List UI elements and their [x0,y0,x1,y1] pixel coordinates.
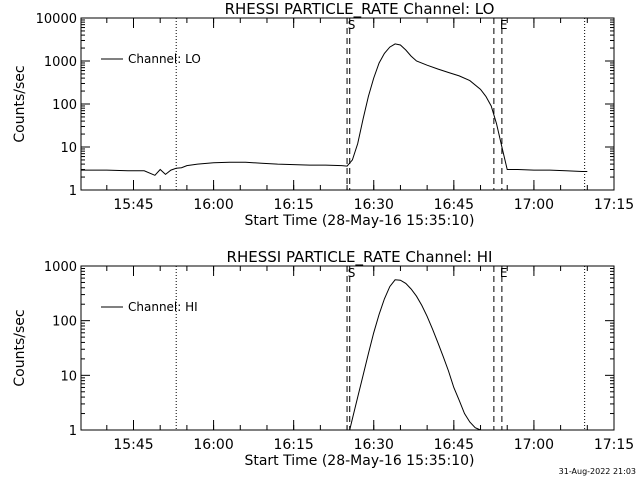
x-tick-label: 17:00 [514,197,554,213]
y-tick-label: 10 [60,141,77,156]
x-tick-label: 16:30 [354,437,394,453]
x-axis-label: Start Time (28-May-16 15:35:10) [244,453,474,469]
series-line [349,279,481,431]
x-tick-label: 17:15 [594,197,634,213]
x-tick-label: 16:45 [434,197,474,213]
x-tick-label: 16:15 [273,437,313,453]
x-tick-label: 16:15 [273,197,313,213]
x-tick-label: 15:45 [113,437,153,453]
y-tick-label: 10 [60,369,77,384]
chart-title: RHESSI PARTICLE_RATE Channel: LO [225,0,495,19]
marker-label: E [500,18,508,32]
marker-label: S [348,266,356,280]
series-line [81,43,588,176]
x-axis-label: Start Time (28-May-16 15:35:10) [244,213,474,229]
y-tick-label: 1 [69,424,77,439]
x-tick-label: 16:30 [354,197,394,213]
x-tick-label: 16:45 [434,437,474,453]
marker-label: S [348,18,356,32]
y-tick-label: 100 [52,315,77,330]
x-tick-label: 15:45 [113,197,153,213]
x-tick-label: 16:00 [193,437,233,453]
footer-timestamp: 31-Aug-2022 21:03 [559,467,636,476]
y-tick-label: 1 [69,184,77,199]
x-tick-label: 17:00 [514,437,554,453]
legend-label: Channel: LO [128,52,201,66]
chart-title: RHESSI PARTICLE_RATE Channel: HI [227,248,493,267]
y-axis-label: Counts/sec [12,65,28,142]
y-tick-label: 1000 [44,55,77,70]
y-tick-label: 1000 [44,260,77,275]
y-axis-label: Counts/sec [12,309,28,386]
marker-label: E [500,266,508,280]
legend-label: Channel: HI [128,300,198,314]
x-tick-label: 16:00 [193,197,233,213]
y-tick-label: 10000 [36,12,77,27]
x-tick-label: 17:15 [594,437,634,453]
y-tick-label: 100 [52,98,77,113]
